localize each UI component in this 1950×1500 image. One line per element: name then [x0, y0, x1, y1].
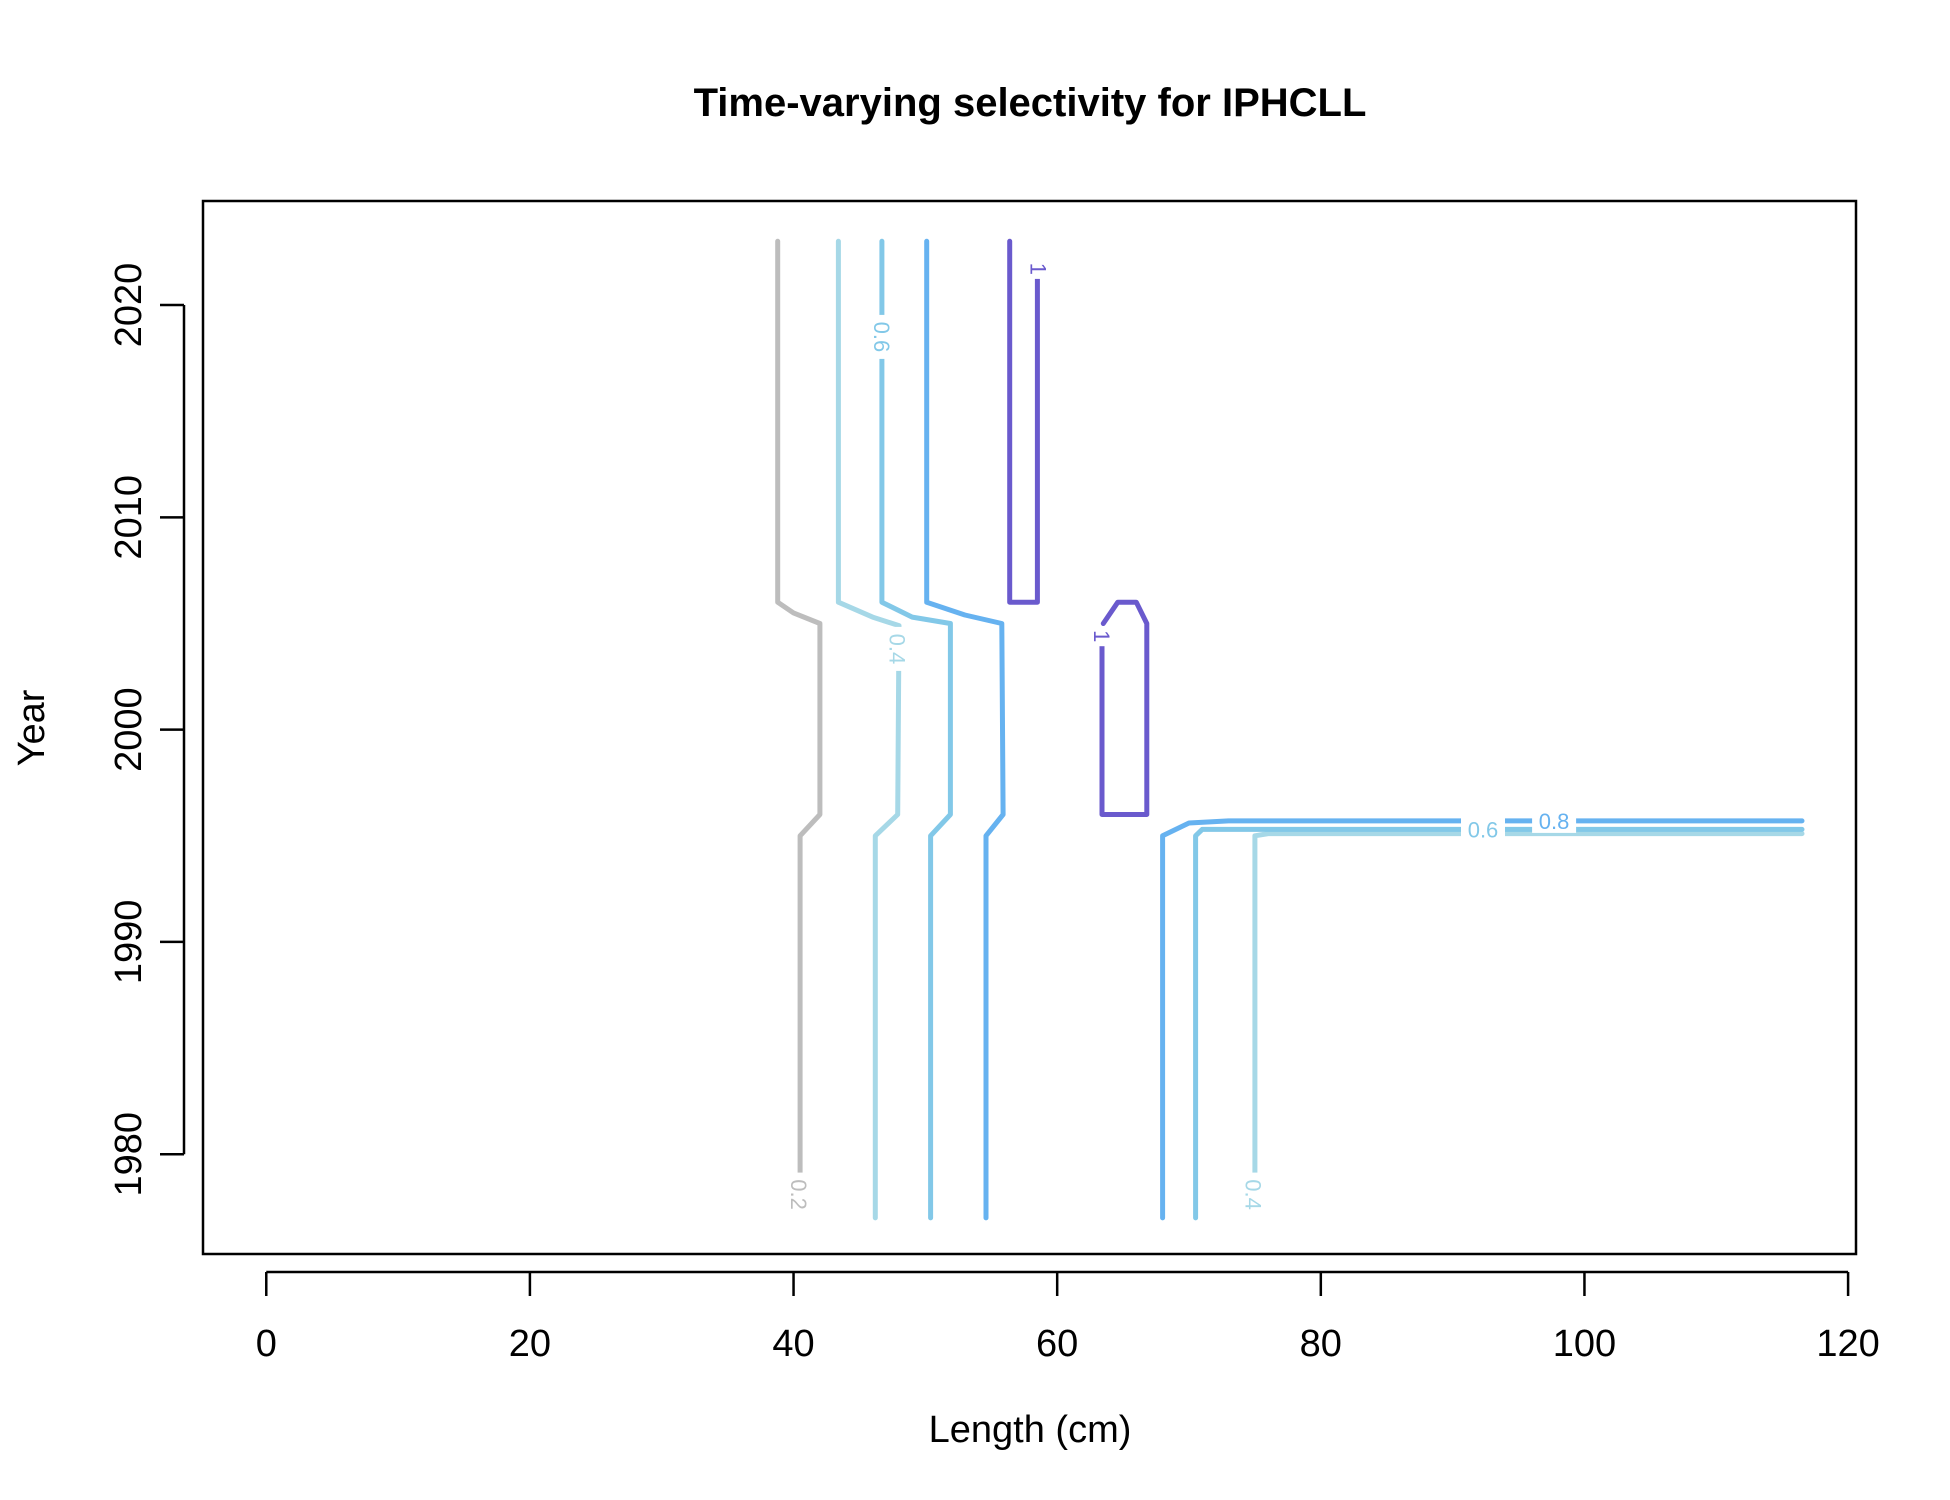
plot-frame: [201, 199, 1858, 1256]
y-axis: 1980 1990 2000 2010 2020: [108, 263, 186, 1197]
contour-line-0-6-0: [879, 238, 953, 1221]
y-tick-label: 2000: [108, 687, 150, 772]
contour-line-1-0: [1007, 238, 1040, 605]
contour-labels: 1 0.6 0.4 1 0.8 0.6 0.2 0.4: [786, 258, 1577, 1217]
contour-label-gap: [1090, 626, 1114, 647]
contour-label-gap: [885, 626, 910, 671]
contour-label-text: 0.6: [1468, 817, 1499, 842]
contour-line-0-8-1: [1160, 818, 1805, 1221]
contour-label-text: 1: [1089, 630, 1114, 642]
x-tick-label: 80: [1300, 1323, 1342, 1365]
chart-title: Time-varying selectivity for IPHCLL: [694, 81, 1367, 125]
x-tick-label: 60: [1036, 1323, 1078, 1365]
contour-label-1: 0.6: [869, 314, 894, 359]
contour-label-text: 1: [1026, 263, 1051, 275]
contour-label-6: 0.2: [786, 1172, 811, 1217]
contour-label-7: 0.4: [1241, 1172, 1266, 1217]
x-tick-label: 20: [509, 1323, 551, 1365]
contour-label-text: 0.2: [786, 1179, 811, 1210]
contour-label-gap: [869, 314, 894, 359]
contour-label-gap: [1241, 1172, 1266, 1217]
x-tick-label: 100: [1553, 1323, 1616, 1365]
y-axis-title: Year: [11, 689, 53, 766]
contour-label-0: 1: [1026, 258, 1051, 279]
y-tick-label: 1990: [108, 900, 150, 985]
x-tick-label: 120: [1816, 1323, 1879, 1365]
contour-label-gap: [1026, 258, 1051, 279]
y-tick-label: 1980: [108, 1112, 150, 1197]
y-tick-label: 2010: [108, 475, 150, 560]
contour-line-0-8-0: [924, 238, 1006, 1221]
contour-label-text: 0.8: [1539, 809, 1570, 834]
contour-label-gap: [1461, 817, 1505, 842]
contour-lines: [775, 238, 1805, 1221]
contour-line-0-2-0: [775, 238, 823, 1200]
contour-label-5: 0.6: [1461, 817, 1505, 842]
contour-line-0-4-1: [1252, 831, 1805, 1178]
contour-label-text: 0.4: [885, 634, 910, 665]
x-axis: 0 20 40 60 80 100 120: [256, 1270, 1880, 1365]
contour-label-3: 1: [1089, 626, 1114, 647]
contour-label-gap: [786, 1172, 811, 1217]
contour-label-text: 0.4: [1241, 1179, 1266, 1210]
y-tick-label: 2020: [108, 263, 150, 348]
x-tick-label: 0: [256, 1323, 277, 1365]
x-tick-label: 40: [772, 1323, 814, 1365]
contour-line-1-1: [1099, 599, 1150, 817]
contour-label-4: 0.8: [1532, 808, 1577, 834]
contour-label-gap: [1532, 808, 1577, 833]
x-axis-title: Length (cm): [929, 1409, 1132, 1451]
contour-label-text: 0.6: [869, 322, 894, 353]
contour-label-2: 0.4: [885, 626, 910, 671]
contour-line-0-4-0: [835, 238, 902, 1221]
